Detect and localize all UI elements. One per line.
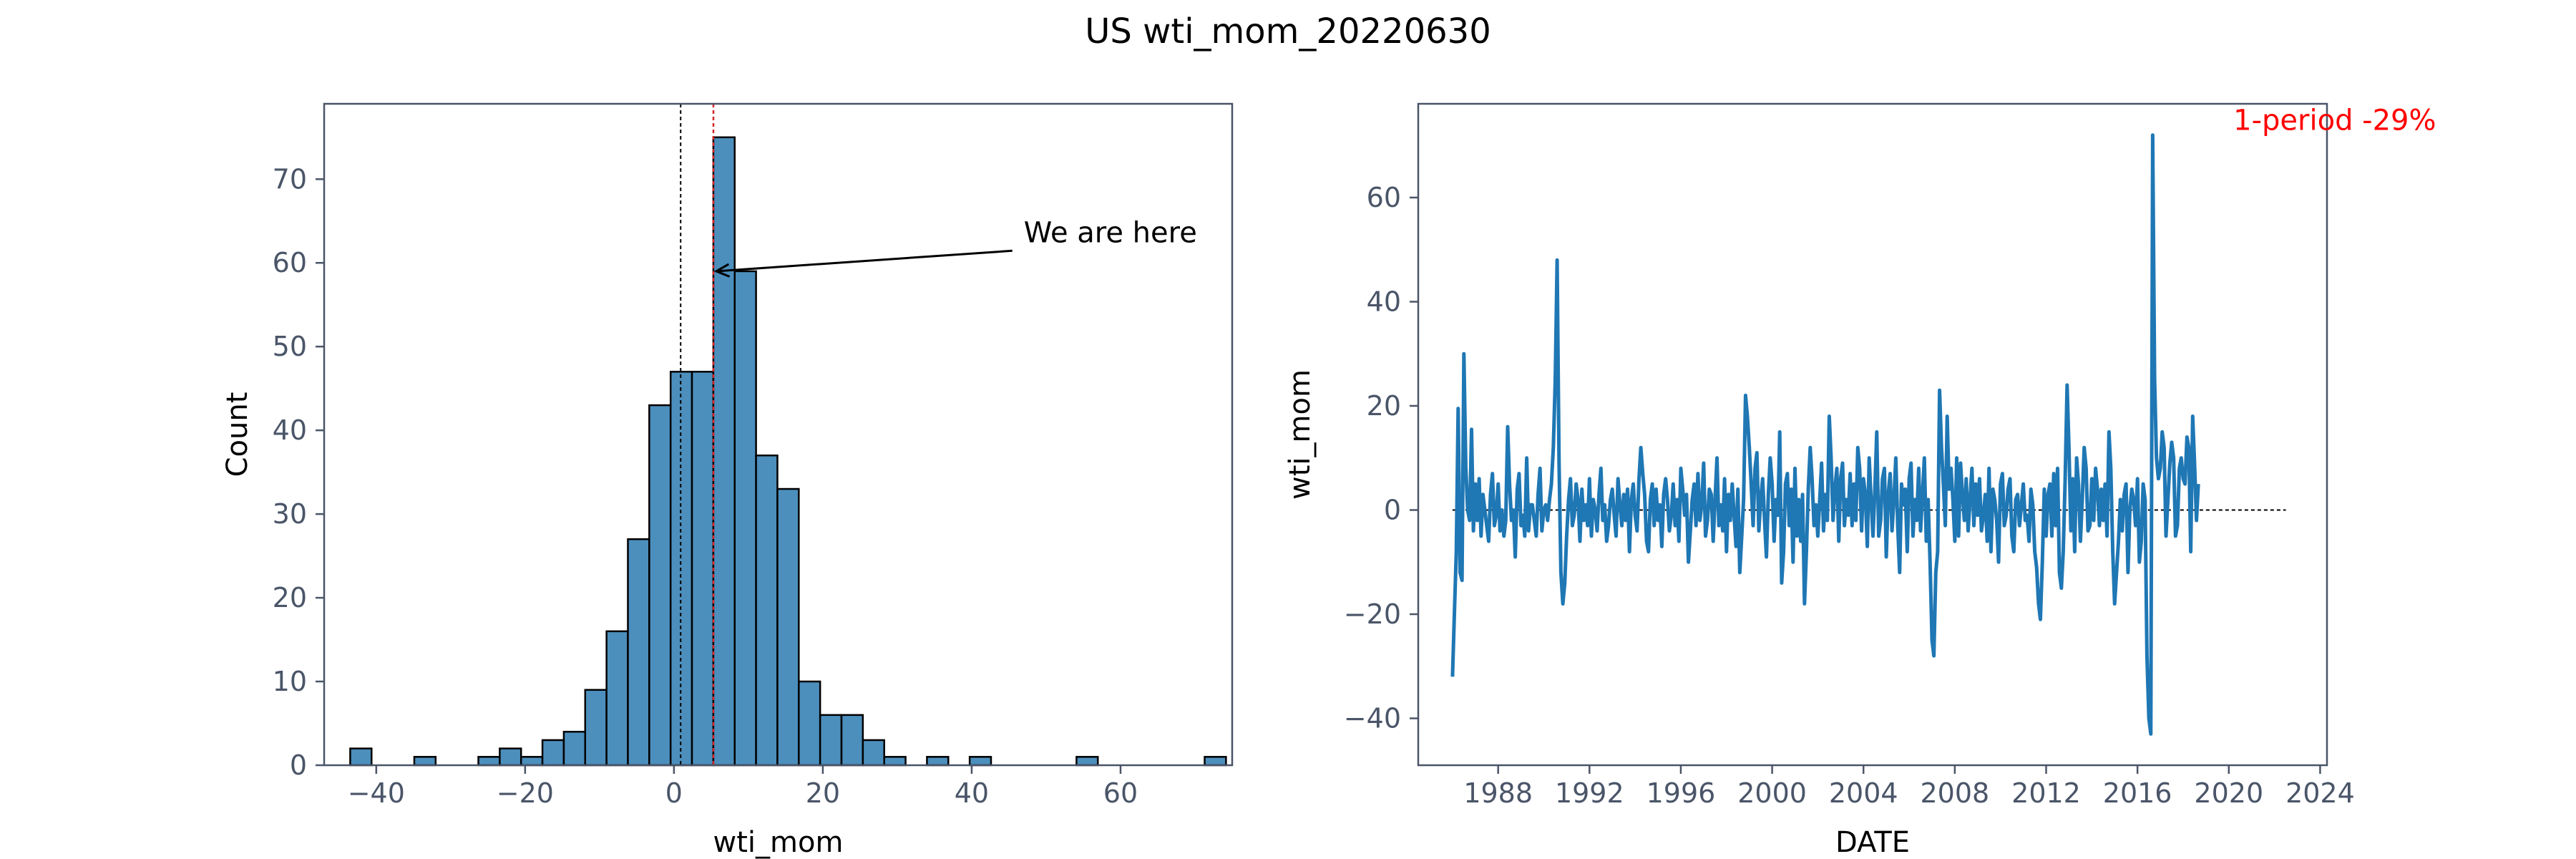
- x-tick-label: 2008: [1921, 777, 1990, 809]
- y-tick-label: 60: [1367, 182, 1401, 213]
- x-axis-title: DATE: [1835, 826, 1910, 859]
- y-tick-label: 60: [273, 247, 307, 278]
- histogram-bar: [819, 714, 843, 767]
- histogram-bar: [798, 680, 821, 767]
- histogram-bar: [349, 747, 373, 767]
- histogram-bar: [519, 756, 544, 767]
- y-tick-label: −20: [1344, 598, 1401, 630]
- y-tick-label: 50: [273, 331, 307, 362]
- histogram-bar: [499, 747, 522, 767]
- y-tick-label: 40: [273, 414, 307, 446]
- y-tick-label: 40: [1367, 286, 1401, 317]
- histogram-bar: [605, 630, 629, 767]
- histogram-bar: [776, 487, 800, 767]
- y-tick-label: 0: [1384, 494, 1401, 525]
- histogram-bar: [840, 714, 864, 767]
- y-tick-label: 70: [273, 163, 307, 195]
- x-tick-label: 2012: [2011, 777, 2081, 809]
- x-tick-label: 1992: [1555, 777, 1624, 809]
- histogram-bar: [926, 756, 950, 767]
- histogram-bar: [968, 756, 992, 767]
- histogram-bar: [1075, 756, 1099, 767]
- period-change-annotation: 1-period -29%: [2233, 104, 2436, 137]
- axes-frame: [1417, 102, 2328, 767]
- histogram-bar: [413, 756, 437, 767]
- x-tick-label: 60: [1103, 777, 1138, 809]
- y-axis-title: Count: [221, 392, 254, 477]
- histogram-bar: [733, 270, 757, 767]
- axes-frame: [323, 102, 1234, 767]
- timeseries-panel: 1988 1992 1996 2000 2004 2008 2012 2016 2020 2024…: [1284, 102, 2436, 859]
- histogram-bar: [541, 739, 565, 767]
- annotation-label: We are here: [1024, 216, 1197, 249]
- y-tick-label: 20: [1367, 390, 1401, 422]
- histogram-bar: [477, 756, 501, 767]
- histogram-panel: −40 −20 0 20 40 60 0 10 20 30 40 50 60 70 wti_mom Count…: [221, 102, 1234, 859]
- y-tick-label: 10: [273, 666, 307, 697]
- x-axis-title: wti_mom: [713, 826, 844, 859]
- x-tick-label: 20: [806, 777, 840, 809]
- histogram-bar: [1204, 756, 1227, 767]
- histogram-bar: [883, 756, 907, 767]
- y-tick-label: −40: [1344, 703, 1401, 734]
- x-tick-label: 2020: [2194, 777, 2263, 809]
- x-tick-label: 2004: [1829, 777, 1898, 809]
- histogram-bar: [691, 371, 715, 767]
- histogram-bar: [627, 538, 650, 767]
- x-tick-label: −20: [497, 777, 554, 809]
- y-tick-label: 20: [273, 582, 307, 613]
- annotation-arrow: [716, 249, 1013, 273]
- y-tick-label: 30: [273, 498, 307, 530]
- series-line: [1450, 133, 2200, 736]
- y-tick-label: 0: [290, 749, 307, 781]
- x-tick-label: 0: [665, 777, 683, 809]
- x-tick-label: −40: [348, 777, 405, 809]
- x-tick-label: 1996: [1646, 777, 1716, 809]
- x-tick-label: 2016: [2103, 777, 2172, 809]
- histogram-bar: [648, 404, 672, 767]
- x-tick-label: 2024: [2285, 777, 2355, 809]
- histogram-bar: [712, 136, 736, 767]
- figure-title: US wti_mom_20220630: [1085, 11, 1491, 52]
- histogram-bar: [862, 739, 885, 767]
- x-tick-label: 40: [955, 777, 989, 809]
- x-tick-label: 2000: [1737, 777, 1807, 809]
- y-axis-title: wti_mom: [1284, 369, 1317, 500]
- histogram-bar: [562, 730, 587, 767]
- histogram-bar: [584, 689, 608, 767]
- x-tick-label: 1988: [1463, 777, 1533, 809]
- annotation-arrowhead: [713, 263, 731, 278]
- histogram-bar: [755, 454, 779, 767]
